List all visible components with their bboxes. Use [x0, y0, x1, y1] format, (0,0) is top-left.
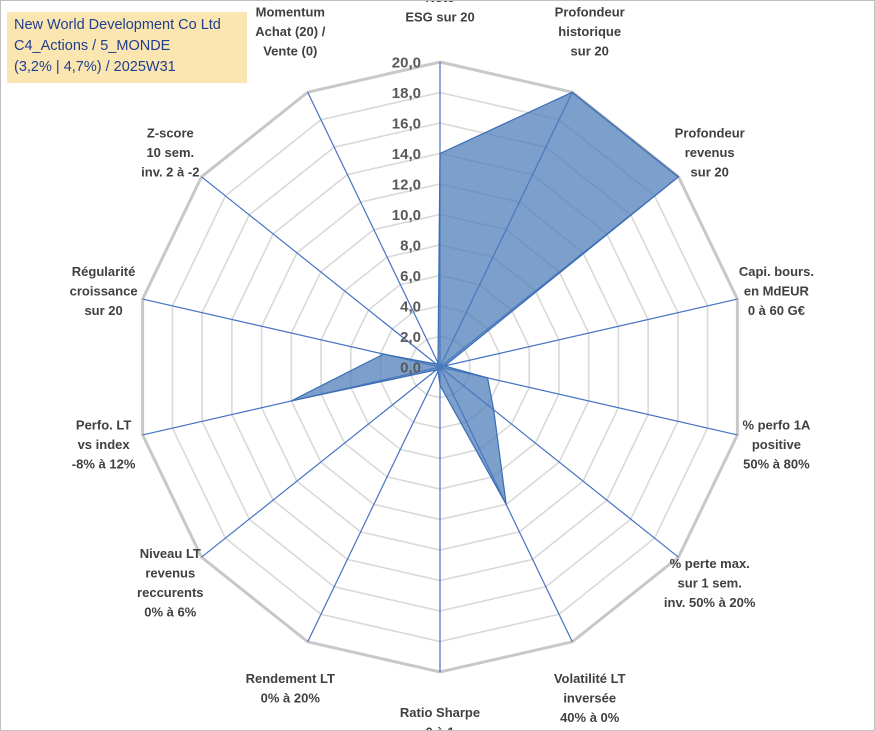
axis-label: Note ESG sur 20	[405, 1, 474, 25]
tick-label: 12,0	[392, 177, 421, 194]
axis-label-line: reccurents	[137, 585, 203, 600]
axis-label-line: Volatilité LT	[554, 671, 626, 686]
axis-label-line: Perfo. LT	[76, 418, 131, 433]
axis-label-line: Momentum	[256, 5, 325, 20]
axis-label-line: inversée	[563, 690, 616, 705]
axis-label-line: Profondeur	[555, 5, 625, 20]
axis-label-line: revenus	[145, 566, 195, 581]
axis-spoke	[307, 91, 441, 368]
axis-label-line: inv. 2 à -2	[141, 165, 199, 180]
axis-spoke	[201, 366, 441, 558]
axis-label-line: 40% à 0%	[560, 710, 620, 725]
axis-label-line: Niveau LT	[140, 546, 201, 561]
axis-label-line: Régularité	[72, 264, 136, 279]
axis-label-line: Profondeur	[675, 126, 745, 141]
axis-label-line: vs index	[78, 437, 131, 452]
axis-label-line: 10 sem.	[146, 145, 194, 160]
axis-label-line: % perte max.	[670, 556, 750, 571]
radar-tick-labels: 0,0 2,0 4,0 6,0 8,0 10,0 12,0 14,0 16,0 18,0 20,0	[392, 55, 421, 377]
axis-label-line: historique	[558, 24, 621, 39]
tick-label: 10,0	[392, 207, 421, 224]
axis-label-line: 0 à 1	[426, 725, 455, 731]
axis-label-line: sur 20	[84, 303, 122, 318]
axis-label-line: revenus	[685, 145, 735, 160]
axis-label-line: % perfo 1A	[742, 418, 811, 433]
tick-label: 4,0	[400, 299, 421, 316]
axis-label: Momentum Achat (20) / Vente (0)	[255, 5, 325, 59]
chart-title-box: New World Development Co Ltd C4_Actions …	[7, 12, 247, 83]
axis-label: Régularité croissance sur 20	[70, 264, 138, 318]
axis-label-line: positive	[752, 437, 801, 452]
radar-axis-labels: Note ESG sur 20 Profondeur historique sur 20…	[70, 1, 814, 730]
axis-label-line: Note	[426, 1, 455, 5]
period-line: (3,2% | 4,7%) / 2025W31	[14, 59, 176, 75]
axis-label: Profondeur revenus sur 20	[675, 126, 745, 180]
axis-label-line: 50% à 80%	[743, 457, 810, 472]
tick-label: 18,0	[392, 85, 421, 102]
axis-label: Niveau LT revenus reccurents 0% à 6%	[137, 546, 203, 620]
axis-label-line: croissance	[70, 284, 138, 299]
axis-label-line: Vente (0)	[263, 44, 317, 59]
radar-series	[291, 91, 680, 505]
axis-label: Ratio Sharpe 0 à 1	[400, 705, 480, 730]
axis-label-line: 0 à 60 G€	[748, 303, 805, 318]
axis-label: Profondeur historique sur 20	[555, 5, 625, 59]
tick-label: 8,0	[400, 238, 421, 255]
axis-spoke	[439, 366, 738, 436]
axis-label: % perfo 1A positive 50% à 80%	[742, 418, 811, 472]
axis-label-line: 0% à 6%	[144, 605, 196, 620]
tick-label: 6,0	[400, 268, 421, 285]
axis-label-line: 0% à 20%	[261, 690, 321, 705]
axis-label-line: sur 20	[691, 165, 729, 180]
axis-label-line: inv. 50% à 20%	[664, 595, 756, 610]
axis-label-line: -8% à 12%	[72, 457, 136, 472]
category-line: C4_Actions / 5_MONDE	[14, 38, 171, 54]
tick-label: 16,0	[392, 116, 421, 133]
axis-label-line: ESG sur 20	[405, 10, 474, 25]
axis-label-line: Ratio Sharpe	[400, 705, 480, 720]
tick-label: 2,0	[400, 329, 421, 346]
axis-label: Perfo. LT vs index -8% à 12%	[72, 418, 136, 472]
axis-label: % perte max. sur 1 sem. inv. 50% à 20%	[664, 556, 756, 610]
tick-label: 20,0	[392, 55, 421, 72]
axis-label-line: Achat (20) /	[255, 24, 325, 39]
axis-label-line: Capi. bours.	[739, 264, 814, 279]
axis-spoke	[307, 366, 441, 643]
axis-label: Capi. bours. en MdEUR 0 à 60 G€	[739, 264, 814, 318]
series-area	[291, 91, 680, 505]
axis-label: Volatilité LT inversée 40% à 0%	[554, 671, 626, 725]
axis-spoke	[439, 298, 738, 368]
axis-label-line: Rendement LT	[246, 671, 335, 686]
axis-label-line: en MdEUR	[744, 284, 810, 299]
axis-spoke	[201, 176, 441, 368]
tick-label: 0,0	[400, 360, 421, 377]
axis-label: Rendement LT 0% à 20%	[246, 671, 335, 706]
axis-label-line: sur 20	[571, 44, 609, 59]
axis-label-line: Z-score	[147, 126, 194, 141]
axis-label-line: sur 1 sem.	[678, 575, 742, 590]
tick-label: 14,0	[392, 146, 421, 163]
axis-label: Z-score 10 sem. inv. 2 à -2	[141, 126, 199, 180]
company-name: New World Development Co Ltd	[14, 17, 221, 33]
